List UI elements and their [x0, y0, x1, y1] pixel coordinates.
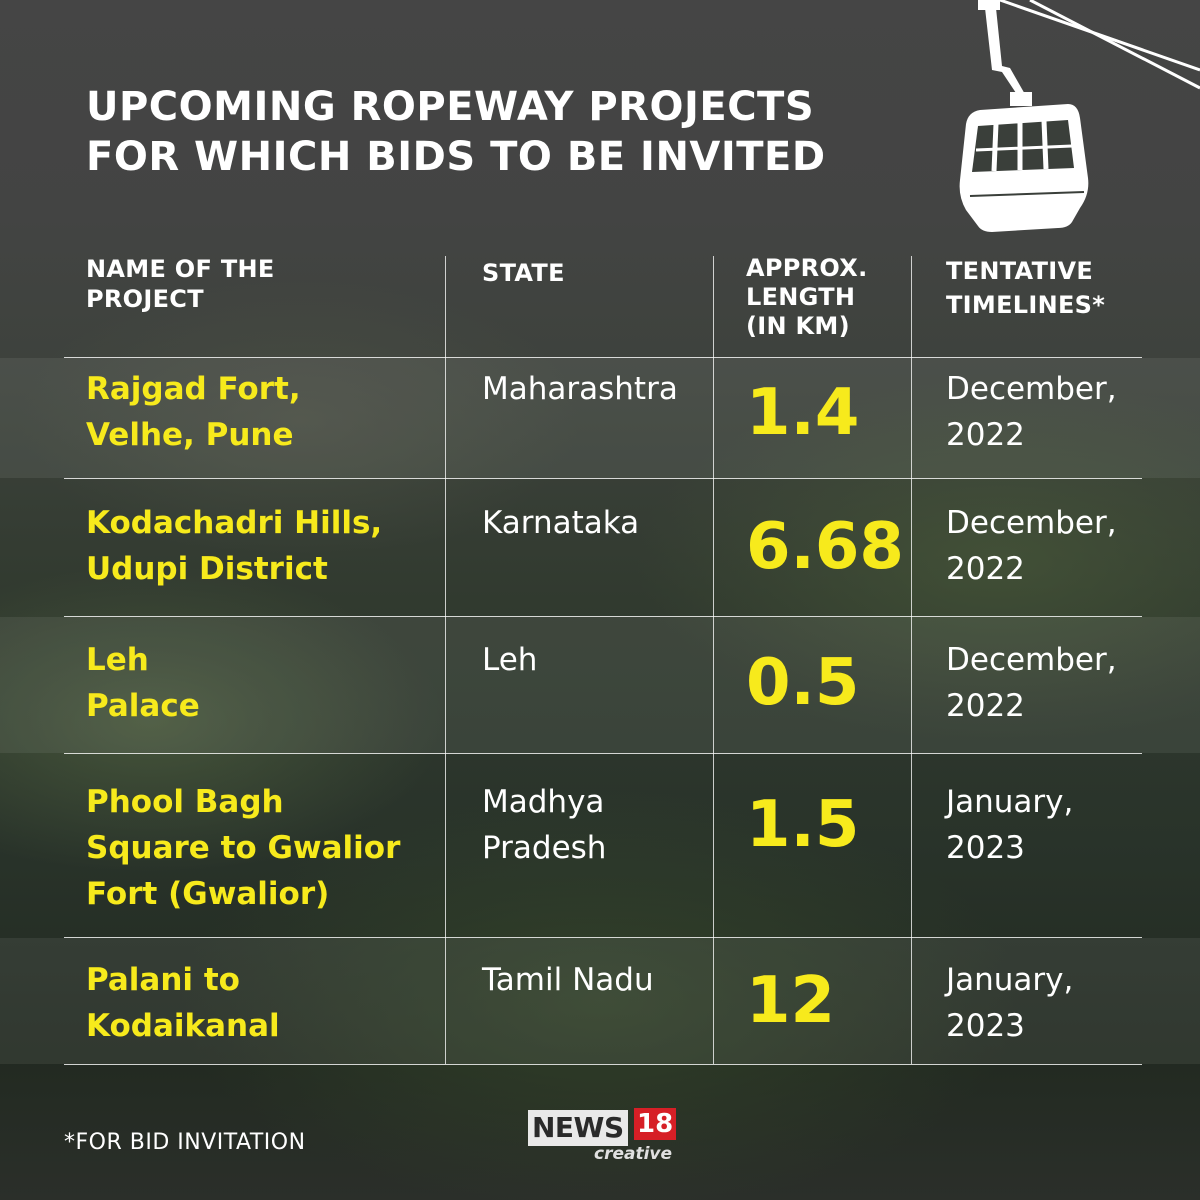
row-divider-1	[64, 478, 1142, 479]
logo-subtitle: creative	[594, 1144, 673, 1164]
row-band-3	[0, 617, 1200, 753]
row-2-timeline: December, 2022	[946, 505, 1117, 587]
row-1-length: 1.4	[746, 376, 860, 450]
title-line-2: FOR WHICH BIDS TO BE INVITED	[86, 134, 826, 180]
news18-logo: NEWS 18 creative	[528, 1108, 678, 1166]
row-5-timeline: January, 2023	[946, 962, 1074, 1044]
row-5-state: Tamil Nadu	[482, 962, 654, 998]
row-5-project-name: Palani to Kodaikanal	[86, 962, 280, 1044]
row-3-timeline: December, 2022	[946, 642, 1117, 724]
header-project-name: NAME OF THE PROJECT	[86, 255, 275, 313]
row-3-length: 0.5	[746, 646, 860, 720]
row-1-state: Maharashtra	[482, 371, 678, 407]
row-5-length: 12	[746, 964, 836, 1038]
row-4-timeline: January, 2023	[946, 784, 1074, 866]
row-band-1	[0, 358, 1200, 478]
row-1-timeline: December, 2022	[946, 371, 1117, 453]
column-divider-1	[445, 256, 446, 1064]
column-divider-2	[713, 256, 714, 1064]
header-timeline: TENTATIVE TIMELINES*	[946, 257, 1106, 319]
column-divider-3	[911, 256, 912, 1064]
row-divider-0	[64, 357, 1142, 358]
row-band-5	[0, 938, 1200, 1064]
row-divider-5	[64, 1064, 1142, 1065]
row-4-project-name: Phool Bagh Square to Gwalior Fort (Gwalior…	[86, 784, 401, 912]
page-title: UPCOMING ROPEWAY PROJECTS FOR WHICH BIDS…	[86, 82, 886, 182]
row-divider-3	[64, 753, 1142, 754]
row-3-project-name: Leh Palace	[86, 642, 200, 724]
row-2-length: 6.68	[746, 510, 904, 584]
header-state: STATE	[482, 259, 565, 287]
row-1-project-name: Rajgad Fort, Velhe, Pune	[86, 371, 301, 453]
logo-brand: NEWS	[528, 1110, 628, 1146]
cable-car-icon	[959, 0, 1200, 232]
row-divider-2	[64, 616, 1142, 617]
footnote: *FOR BID INVITATION	[64, 1130, 306, 1155]
title-line-1: UPCOMING ROPEWAY PROJECTS	[86, 84, 815, 130]
row-divider-4	[64, 937, 1142, 938]
logo-number: 18	[634, 1108, 677, 1140]
row-4-state: Madhya Pradesh	[482, 784, 607, 866]
header-length: APPROX. LENGTH (IN KM)	[746, 254, 868, 340]
row-4-length: 1.5	[746, 788, 860, 862]
row-2-project-name: Kodachadri Hills, Udupi District	[86, 505, 383, 587]
row-3-state: Leh	[482, 642, 538, 678]
row-2-state: Karnataka	[482, 505, 640, 541]
